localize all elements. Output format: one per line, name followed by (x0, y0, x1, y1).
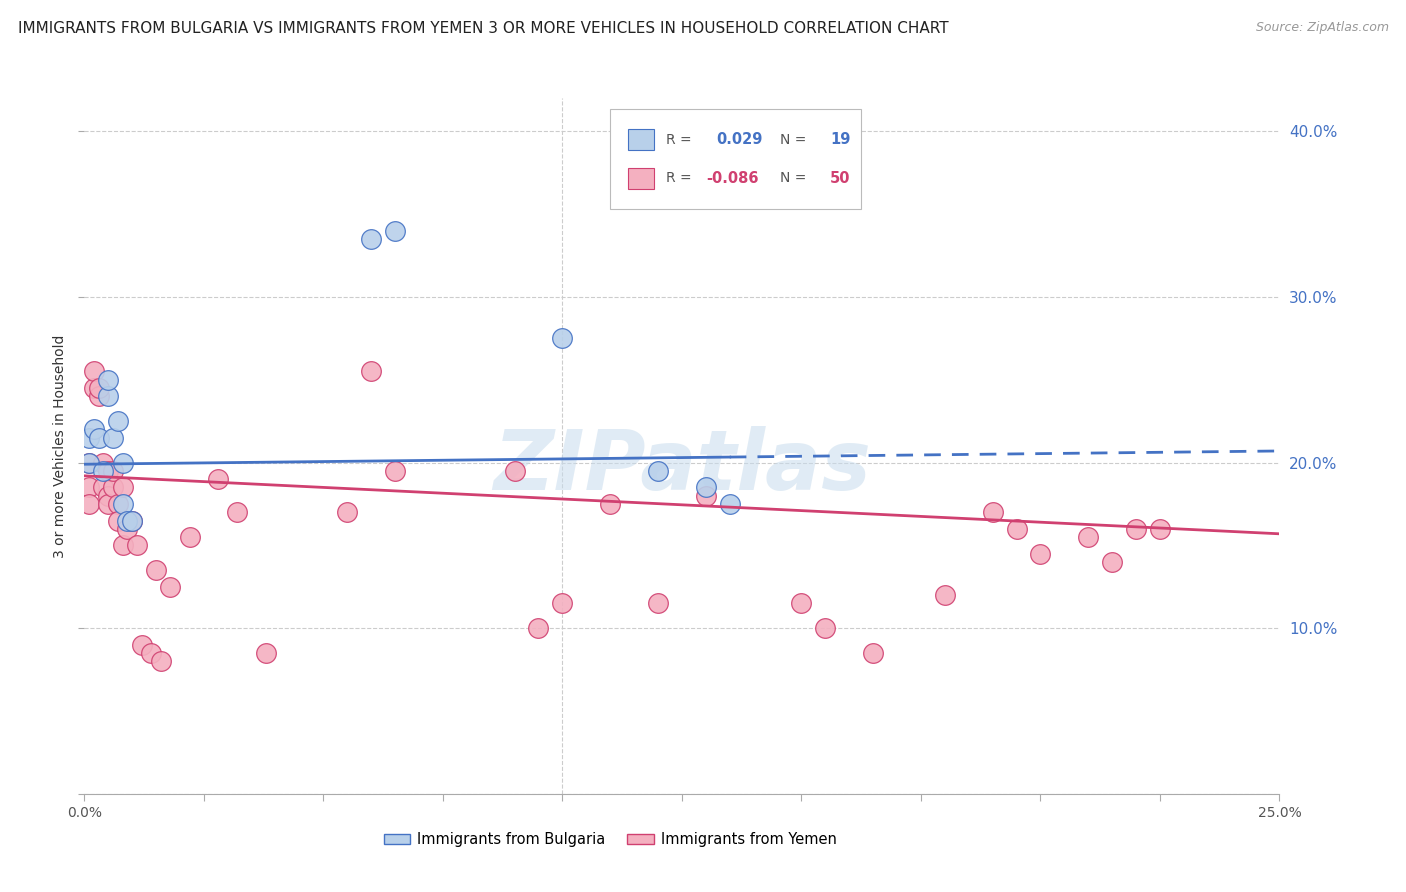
Point (97, 489, 120, 503)
Point (117, 514, 139, 528)
Point (814, 621, 837, 635)
Point (101, 464, 124, 478)
Point (1029, 547, 1052, 561)
Point (159, 580, 181, 594)
Point (1005, 522, 1028, 536)
Point (93, 480, 115, 494)
Point (384, 464, 406, 478)
Point (107, 514, 129, 528)
Point (149, 654, 172, 668)
Point (93, 464, 115, 478)
Text: 50: 50 (830, 170, 851, 186)
Point (107, 497, 129, 511)
Point (384, 224, 406, 238)
Text: N =: N = (780, 171, 815, 186)
Text: R =: R = (666, 133, 700, 147)
Point (551, 596, 574, 610)
Point (87, 431, 110, 445)
Point (97, 389, 120, 403)
Point (503, 464, 526, 478)
Point (83, 381, 105, 395)
Text: R =: R = (666, 171, 700, 186)
Text: 19: 19 (830, 132, 851, 147)
Point (97, 373, 120, 387)
Point (101, 480, 124, 494)
Point (360, 364, 382, 378)
Point (179, 530, 201, 544)
Text: 0.029: 0.029 (717, 132, 763, 147)
Point (101, 431, 124, 445)
Point (1101, 555, 1123, 569)
Point (111, 497, 134, 511)
Point (77, 456, 100, 470)
Point (695, 480, 717, 494)
Point (226, 505, 249, 519)
Point (97, 464, 120, 478)
Point (360, 232, 382, 246)
Point (647, 464, 669, 478)
Point (207, 472, 229, 486)
Point (141, 646, 163, 660)
Text: Source: ZipAtlas.com: Source: ZipAtlas.com (1256, 21, 1389, 35)
Text: -0.086: -0.086 (706, 170, 758, 186)
Point (111, 538, 134, 552)
Point (83, 422, 105, 436)
Point (125, 538, 148, 552)
Point (336, 505, 359, 519)
Point (131, 638, 153, 652)
Point (862, 646, 884, 660)
Point (718, 497, 741, 511)
Point (93, 456, 115, 470)
Point (551, 331, 574, 345)
Point (1125, 522, 1147, 536)
Point (107, 414, 129, 428)
Point (121, 514, 143, 528)
Point (77, 497, 100, 511)
Legend: Immigrants from Bulgaria, Immigrants from Yemen: Immigrants from Bulgaria, Immigrants fro… (378, 826, 842, 853)
Point (121, 514, 143, 528)
Point (111, 456, 134, 470)
Text: N =: N = (780, 133, 815, 147)
Point (599, 497, 621, 511)
Point (87, 381, 110, 395)
Point (981, 505, 1004, 519)
Point (1149, 522, 1171, 536)
Point (77, 431, 100, 445)
Bar (628, 168, 654, 188)
Y-axis label: 3 or more Vehicles in Household: 3 or more Vehicles in Household (53, 334, 67, 558)
FancyBboxPatch shape (610, 109, 862, 210)
Point (1077, 530, 1099, 544)
Point (934, 588, 956, 602)
Point (111, 480, 134, 494)
Point (117, 522, 139, 536)
Text: IMMIGRANTS FROM BULGARIA VS IMMIGRANTS FROM YEMEN 3 OR MORE VEHICLES IN HOUSEHOL: IMMIGRANTS FROM BULGARIA VS IMMIGRANTS F… (18, 21, 949, 37)
Point (254, 646, 277, 660)
Point (527, 621, 550, 635)
Point (77, 456, 100, 470)
Text: ZIPatlas: ZIPatlas (494, 426, 870, 508)
Point (145, 563, 167, 577)
Bar (628, 129, 654, 150)
Point (83, 364, 105, 378)
Point (77, 480, 100, 494)
Point (790, 596, 813, 610)
Point (695, 489, 717, 503)
Point (647, 596, 669, 610)
Point (97, 497, 120, 511)
Point (87, 389, 110, 403)
